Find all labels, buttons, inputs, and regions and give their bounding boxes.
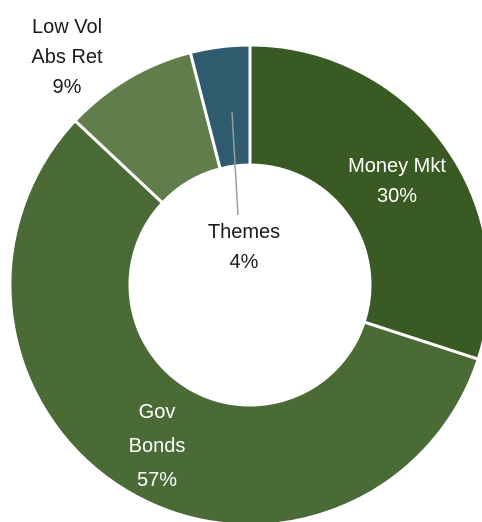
label-line: Abs Ret	[31, 46, 103, 68]
slice-themes	[188, 43, 252, 171]
slice-gov-bonds	[8, 118, 481, 522]
label-themes: Themes 4%	[208, 221, 280, 273]
label-line: 4%	[230, 251, 259, 273]
donut-slices	[8, 43, 482, 522]
label-line: Bonds	[129, 435, 186, 457]
label-line: 57%	[137, 469, 177, 491]
label-line: Money Mkt	[348, 155, 446, 177]
label-money-mkt: Money Mkt 30%	[348, 155, 446, 207]
leader-line-themes	[231, 111, 239, 216]
leader-lines	[231, 111, 239, 216]
label-gov-bonds: Gov Bonds 57%	[129, 401, 186, 491]
label-line: Gov	[139, 401, 176, 423]
label-line: 30%	[377, 185, 417, 207]
label-line: 9%	[53, 76, 82, 98]
label-low-vol-abs-ret: Low Vol Abs Ret 9%	[31, 16, 103, 98]
label-line: Themes	[208, 221, 280, 243]
label-line: Low Vol	[32, 16, 102, 38]
slice-money-mkt	[248, 43, 482, 362]
slice-labels: Money Mkt 30% Gov Bonds 57% Low Vol Abs Ret 9% T…	[31, 16, 446, 491]
